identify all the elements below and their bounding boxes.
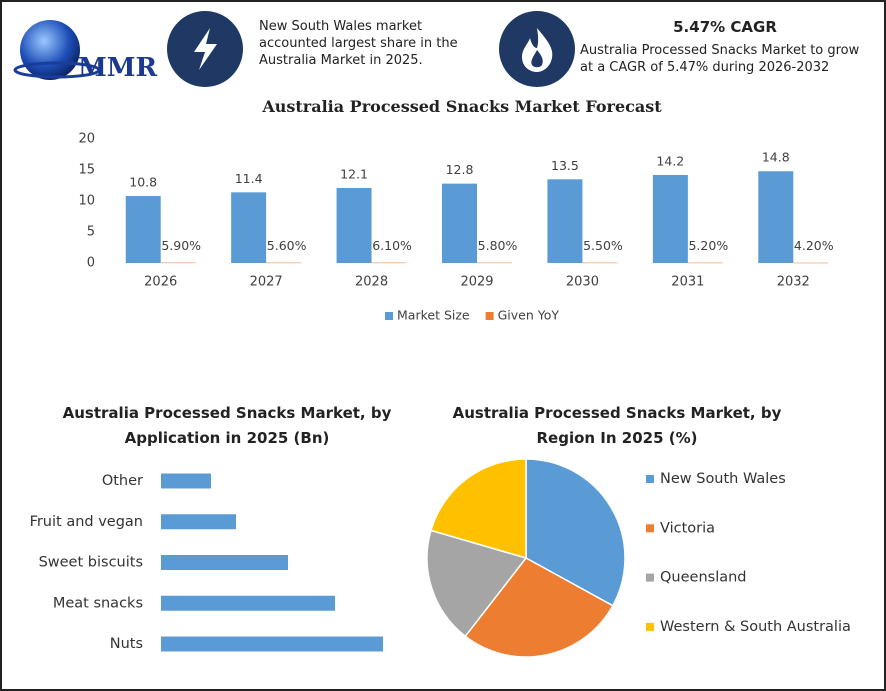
bar: [161, 555, 288, 570]
bar: [758, 171, 794, 263]
logo-ring: [13, 61, 101, 79]
value-label: 5.50%: [583, 238, 623, 253]
legend-label: Western & South Australia: [660, 619, 851, 635]
chart-title: Australia Processed Snacks Market Foreca…: [262, 97, 662, 116]
bar: [547, 179, 583, 263]
y-tick-label: Nuts: [110, 636, 143, 652]
bar: [266, 262, 302, 264]
value-label: 12.1: [340, 166, 368, 181]
bar: [371, 262, 407, 264]
bar: [125, 196, 161, 263]
value-label: 13.5: [551, 158, 579, 173]
value-label: 5.60%: [267, 238, 307, 253]
flame-icon-inner: [531, 50, 543, 68]
cagr-text: Australia Processed Snacks Market to gro…: [580, 43, 860, 75]
legend-swatch: [385, 312, 393, 320]
bar: [160, 262, 196, 264]
legend-label: Given YoY: [498, 308, 560, 323]
pie-slice: [430, 458, 527, 559]
legend-swatch: [646, 573, 654, 582]
flame-icon: [522, 28, 553, 72]
x-tick-label: 2029: [460, 275, 493, 290]
value-label: 14.8: [762, 150, 790, 165]
bar: [161, 473, 211, 489]
value-label: 4.20%: [794, 238, 834, 253]
y-tick-label: 5: [87, 225, 95, 240]
legend-swatch: [646, 622, 654, 631]
value-label: 5.90%: [161, 238, 201, 253]
bar: [652, 174, 688, 263]
bar: [582, 262, 618, 264]
x-tick-label: 2031: [671, 275, 704, 290]
legend-swatch: [485, 312, 494, 320]
y-tick-label: 20: [78, 132, 95, 147]
y-tick-label: 10: [78, 194, 95, 209]
bar: [161, 514, 236, 530]
bar: [793, 262, 829, 264]
x-tick-label: 2028: [355, 275, 388, 290]
x-tick-label: 2032: [777, 275, 810, 290]
value-label: 5.80%: [478, 238, 518, 253]
legend-swatch: [646, 475, 654, 483]
logo-text: MMR: [78, 53, 158, 83]
bar: [161, 595, 335, 611]
y-tick-label: Meat snacks: [53, 595, 143, 611]
y-tick-label: 15: [78, 163, 95, 178]
pie-slice: [525, 458, 626, 607]
y-tick-label: 0: [87, 256, 95, 271]
bar: [336, 187, 372, 263]
legend-label: Victoria: [660, 520, 715, 536]
x-tick-label: 2026: [144, 275, 177, 290]
y-tick-label: Fruit and vegan: [30, 514, 143, 530]
bar: [161, 636, 383, 652]
bar: [687, 262, 723, 264]
legend-label: Queensland: [660, 570, 747, 586]
legend-swatch: [646, 524, 654, 533]
logo-globe: [20, 20, 80, 80]
y-tick-label: Other: [102, 473, 143, 489]
value-label: 10.8: [129, 175, 157, 190]
fact-text: New South Wales market accounted largest…: [259, 19, 458, 68]
x-tick-label: 2027: [250, 275, 283, 290]
bar: [231, 192, 267, 263]
value-label: 12.8: [446, 162, 474, 177]
value-label: 6.10%: [372, 238, 412, 253]
pie-slice: [426, 529, 528, 638]
x-tick-label: 2030: [566, 275, 599, 290]
lightning-icon: [194, 28, 217, 70]
bar: [442, 183, 477, 263]
cagr-title: 5.47% CAGR: [673, 18, 777, 36]
legend-label: New South Wales: [660, 471, 786, 487]
bar: [477, 262, 512, 264]
value-label: 14.2: [656, 153, 684, 168]
value-label: 11.4: [235, 171, 263, 186]
chart-title: Australia Processed Snacks Market, by Ap…: [62, 404, 392, 447]
legend-label: Market Size: [397, 308, 470, 323]
y-tick-label: Sweet biscuits: [39, 555, 143, 571]
value-label: 5.20%: [688, 238, 728, 253]
pie-slice: [464, 557, 614, 658]
chart-title: Australia Processed Snacks Market, by Re…: [452, 404, 782, 447]
